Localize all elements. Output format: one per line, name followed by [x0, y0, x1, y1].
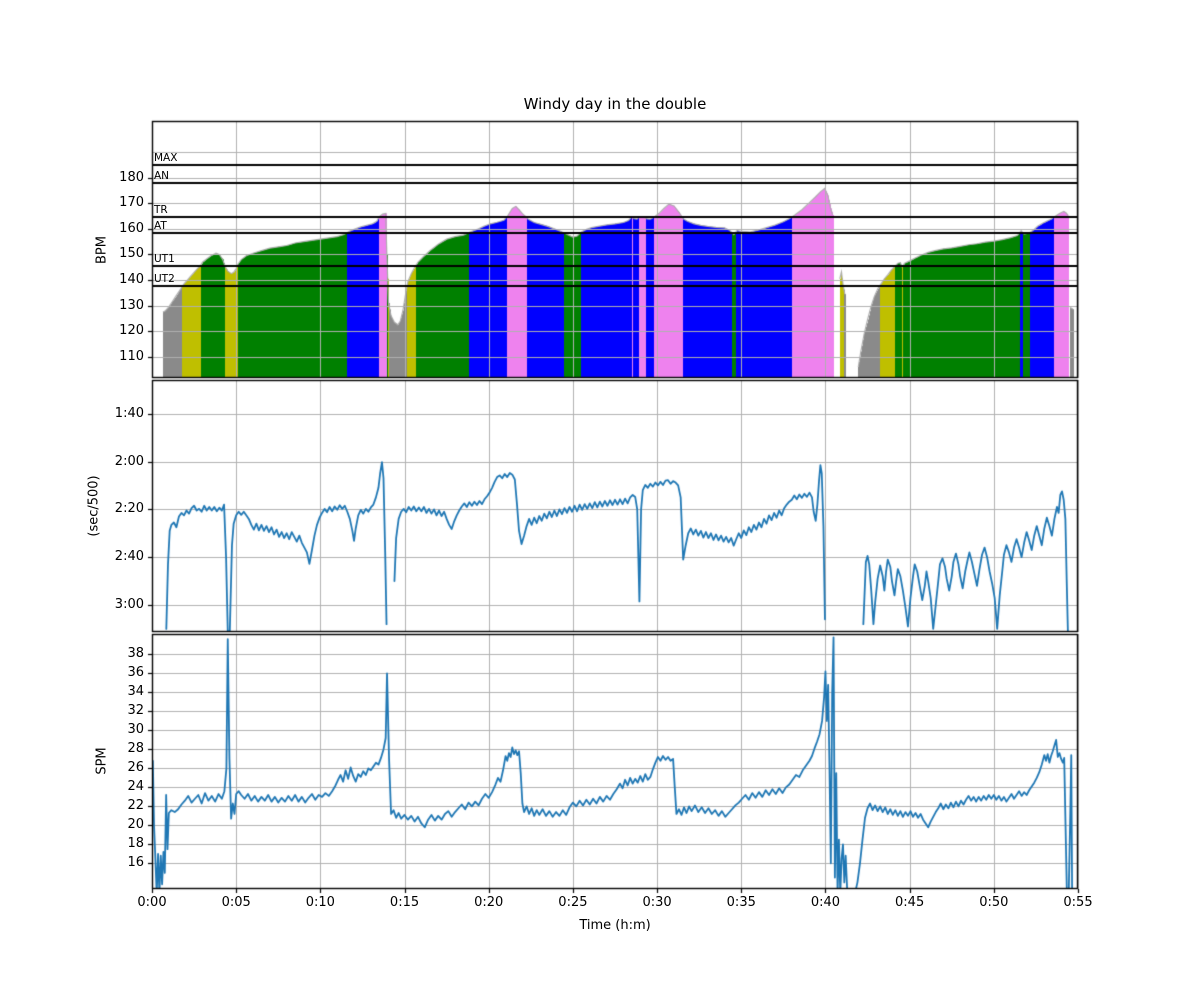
- x-tick-label: 0:25: [558, 895, 588, 910]
- zone-label-tr: TR: [154, 204, 168, 217]
- bpm-tick-label: 110: [119, 348, 144, 364]
- zone-label-at: AT: [154, 219, 167, 232]
- x-tick-label: 0:40: [810, 895, 841, 910]
- bpm-axis-label: BPM: [94, 236, 110, 264]
- pace-tick-label: 2:20: [114, 501, 144, 517]
- pace-tick-label: 2:40: [114, 549, 144, 565]
- bpm-tick-label: 180: [119, 169, 144, 185]
- spm-tick-label: 24: [127, 779, 144, 795]
- chart-title: Windy day in the double: [523, 95, 707, 113]
- spm-tick-label: 22: [127, 798, 144, 814]
- bpm-tick-label: 160: [119, 220, 144, 236]
- bpm-tick-label: 130: [119, 297, 144, 313]
- bpm-tick-label: 120: [119, 323, 144, 339]
- spm-tick-label: 34: [127, 684, 144, 700]
- bpm-tick-label: 150: [119, 246, 144, 262]
- x-tick-label: 0:30: [642, 895, 672, 910]
- x-tick-label: 0:45: [895, 895, 925, 910]
- spm-tick-label: 20: [127, 817, 144, 833]
- x-tick-label: 0:00: [137, 895, 167, 910]
- zone-label-ut2: UT2: [154, 273, 175, 286]
- spm-tick-label: 38: [127, 646, 144, 662]
- spm-tick-label: 28: [127, 741, 144, 757]
- spm-tick-label: 32: [127, 703, 144, 719]
- zone-label-max: MAX: [154, 151, 178, 164]
- spm-tick-label: 26: [127, 760, 144, 776]
- x-axis-label: Time (h:m): [579, 918, 651, 933]
- pace-axis-label: (sec/500): [86, 475, 102, 537]
- x-tick-label: 0:35: [726, 895, 756, 910]
- x-tick-label: 0:15: [389, 895, 420, 910]
- spm-tick-label: 30: [127, 722, 144, 738]
- x-tick-label: 0:20: [474, 895, 504, 910]
- bpm-tick-label: 170: [119, 195, 144, 211]
- x-tick-label: 0:50: [979, 895, 1009, 910]
- x-tick-label: 0:10: [305, 895, 335, 910]
- zone-label-an: AN: [154, 169, 170, 182]
- pace-tick-label: 1:40: [114, 405, 144, 421]
- spm-tick-label: 36: [127, 665, 144, 681]
- spm-tick-label: 18: [127, 836, 144, 852]
- pace-tick-label: 3:00: [114, 596, 144, 612]
- pace-tick-label: 2:00: [114, 453, 144, 469]
- x-tick-label: 0:05: [221, 895, 251, 910]
- bpm-tick-label: 140: [119, 272, 144, 288]
- zone-label-ut1: UT1: [154, 252, 175, 265]
- x-tick-label: 0:55: [1063, 895, 1093, 910]
- spm-tick-label: 16: [127, 855, 144, 871]
- spm-axis-label: SPM: [94, 747, 110, 775]
